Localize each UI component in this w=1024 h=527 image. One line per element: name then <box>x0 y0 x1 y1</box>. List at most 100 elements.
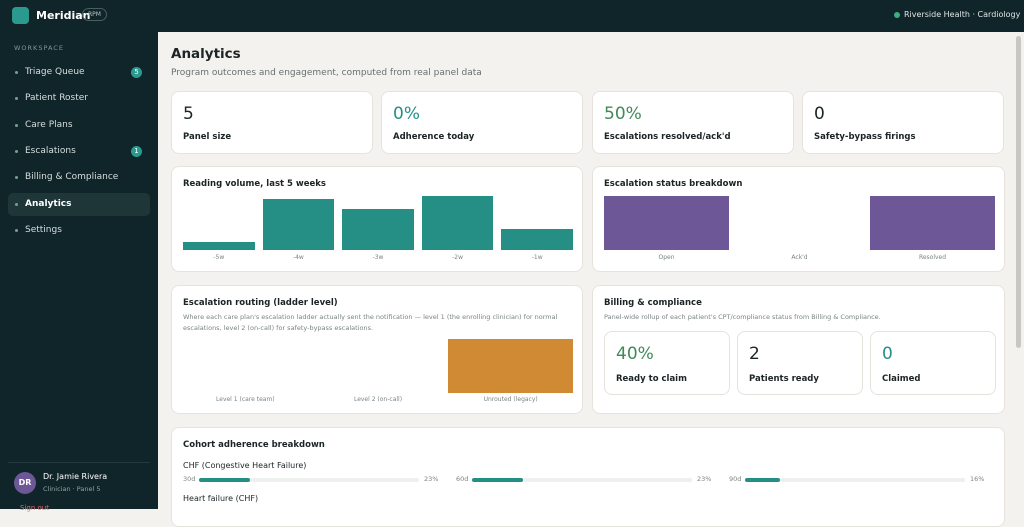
billing-stat: 2 Patients ready <box>737 331 863 395</box>
page-subtitle: Program outcomes and engagement, compute… <box>171 68 482 78</box>
x-label: -2w <box>452 254 464 261</box>
nav-item[interactable]: Billing & Compliance <box>8 166 150 189</box>
stat-card: 50% Escalations resolved/ack'd <box>592 91 794 154</box>
stat-value: 2 <box>749 344 760 364</box>
stat-label: Adherence today <box>393 132 475 142</box>
bar-column <box>737 196 862 250</box>
nav-badge: 1 <box>131 145 142 157</box>
bar-column <box>342 196 414 250</box>
divider <box>8 462 150 463</box>
nav-item[interactable]: Triage Queue 5 <box>8 61 150 84</box>
stat-label: Claimed <box>882 374 921 384</box>
stat-value: 40% <box>616 344 654 364</box>
nav-item[interactable]: Escalations 1 <box>8 140 150 163</box>
bar <box>421 196 494 250</box>
page-title: Analytics <box>171 46 241 62</box>
bar-column <box>183 196 255 250</box>
user-role: Clinician · Panel 5 <box>43 485 101 493</box>
card-title: Escalation status breakdown <box>604 179 743 189</box>
stat-label: Safety-bypass firings <box>814 132 916 142</box>
window-label: 30d <box>183 475 196 483</box>
bar-column <box>316 339 441 393</box>
group-name: CHF (Congestive Heart Failure) <box>183 461 307 470</box>
x-label: Level 1 (care team) <box>216 396 275 403</box>
status-card: Escalation status breakdown Open Ack'd Res… <box>592 166 1005 272</box>
nav-item[interactable]: Care Plans <box>8 114 150 137</box>
stat-label: Ready to claim <box>616 374 687 384</box>
x-label: -5w <box>213 254 225 261</box>
nav-item[interactable]: Patient Roster <box>8 87 150 110</box>
card-title: Escalation routing (ladder level) <box>183 298 338 308</box>
bar <box>501 229 573 250</box>
nav-label: Settings <box>25 224 62 235</box>
bar-chart <box>183 196 573 250</box>
nav-label: Escalations <box>25 145 76 156</box>
bar <box>262 198 335 250</box>
bar-column <box>421 196 494 250</box>
cohort-card: Cohort adherence breakdown CHF (Congesti… <box>171 427 1005 527</box>
nav-label: Care Plans <box>25 119 73 130</box>
window-label: 90d <box>729 475 742 483</box>
x-label: Resolved <box>918 254 947 261</box>
logo <box>12 7 29 24</box>
group-name: Heart failure (CHF) <box>183 494 259 503</box>
stat-card: 5 Panel size <box>171 91 373 154</box>
section-label: WORKSPACE <box>14 44 64 52</box>
bar <box>604 196 729 250</box>
nav-label: Billing & Compliance <box>25 172 119 183</box>
billing-stat: 40% Ready to claim <box>604 331 730 395</box>
nav-item[interactable]: Analytics <box>8 192 150 216</box>
card-title: Cohort adherence breakdown <box>183 440 325 450</box>
routing-card: Escalation routing (ladder level) Where … <box>171 285 583 414</box>
scrollbar <box>1016 36 1021 348</box>
x-label: Level 2 (on-call) <box>353 396 403 403</box>
percent-label: 16% <box>970 475 985 483</box>
progress-track <box>199 478 419 482</box>
card-description: Where each care plan's escalation ladder… <box>183 313 558 332</box>
nav-badge: 5 <box>131 67 142 78</box>
x-label: -1w <box>531 254 543 261</box>
bar-column <box>604 196 729 250</box>
bar <box>342 208 414 250</box>
bar-column <box>183 339 308 393</box>
x-label: Unrouted (legacy) <box>483 396 538 403</box>
x-labels: Open Ack'd Resolved <box>604 254 995 261</box>
stat-label: Panel size <box>183 132 232 142</box>
x-label: -4w <box>292 254 304 261</box>
stat-value: 50% <box>604 104 642 124</box>
nav-label: Analytics <box>25 198 72 209</box>
bar <box>870 196 995 250</box>
stat-value: 5 <box>183 104 194 124</box>
sign-out[interactable]: Sign out <box>20 504 49 512</box>
x-label: Ack'd <box>791 254 808 261</box>
user-name: Dr. Jamie Rivera <box>43 472 108 481</box>
status-dot <box>894 12 900 18</box>
top-bar: Meridian RPM Riverside Health · Cardiolo… <box>0 0 1024 32</box>
x-labels: -5w -4w -3w -2w -1w <box>183 254 573 261</box>
reading-card: Reading volume, last 5 weeks -5w -4w -3w -2… <box>171 166 583 272</box>
nav-item[interactable]: Settings <box>8 219 150 242</box>
stat-value: 0 <box>882 344 893 364</box>
stat-card: 0% Adherence today <box>381 91 583 154</box>
nav-label: Patient Roster <box>25 93 89 104</box>
bar-column <box>262 196 335 250</box>
percent-label: 23% <box>424 475 439 483</box>
card-title: Billing & compliance <box>604 298 702 308</box>
stat-value: 0% <box>393 104 420 124</box>
avatar: DR <box>14 472 36 494</box>
progress-fill <box>472 478 523 482</box>
brand: Meridian <box>36 9 91 22</box>
bar <box>448 339 574 393</box>
window-label: 60d <box>456 475 469 483</box>
stat-value: 0 <box>814 104 825 124</box>
progress-fill <box>199 478 250 482</box>
card-title: Reading volume, last 5 weeks <box>183 179 326 189</box>
billing-card: Billing & compliance Panel-wide rollup o… <box>592 285 1005 414</box>
brand-tag: RPM <box>82 8 107 21</box>
bar-column <box>448 339 574 393</box>
stat-label: Patients ready <box>749 374 819 384</box>
bar <box>183 242 255 250</box>
sidebar: WORKSPACE Triage Queue 5 Patient Roster Car… <box>0 32 158 512</box>
bar-chart <box>183 339 574 393</box>
